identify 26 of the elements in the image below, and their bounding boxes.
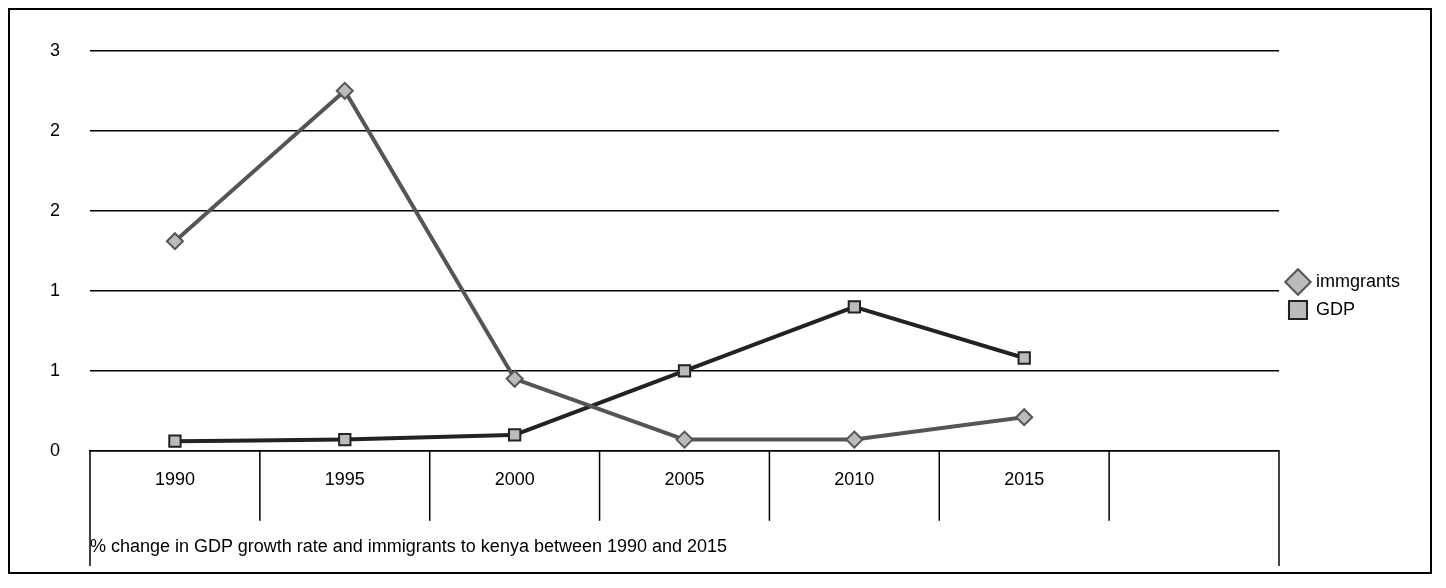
x-tick-label: 2000	[494, 468, 535, 489]
point	[677, 364, 692, 378]
point	[1017, 351, 1031, 365]
x-tick-label: 2010	[834, 468, 875, 489]
x-tick-label: 2005	[664, 468, 705, 489]
y-tick-label: 2	[50, 199, 61, 220]
point	[1015, 408, 1034, 427]
point	[845, 430, 864, 449]
point	[847, 300, 862, 314]
x-tick-label: 1995	[324, 468, 365, 489]
y-tick-label: 1	[50, 279, 61, 300]
point	[338, 432, 352, 447]
legend-label: immgrants	[1315, 270, 1400, 291]
y-tick-label: 1	[50, 359, 61, 380]
point	[165, 232, 184, 251]
point	[505, 369, 524, 388]
y-tick-label: 3	[50, 39, 61, 60]
y-tick-label: 0	[50, 439, 61, 460]
x-tick-label: 2015	[1004, 468, 1045, 489]
point	[335, 81, 354, 100]
point	[168, 434, 182, 448]
y-tick-label: 2	[50, 119, 61, 140]
point	[507, 428, 522, 442]
point	[675, 430, 694, 449]
x-tick-label: 1990	[154, 468, 195, 489]
legend-label: GDP	[1315, 298, 1355, 319]
